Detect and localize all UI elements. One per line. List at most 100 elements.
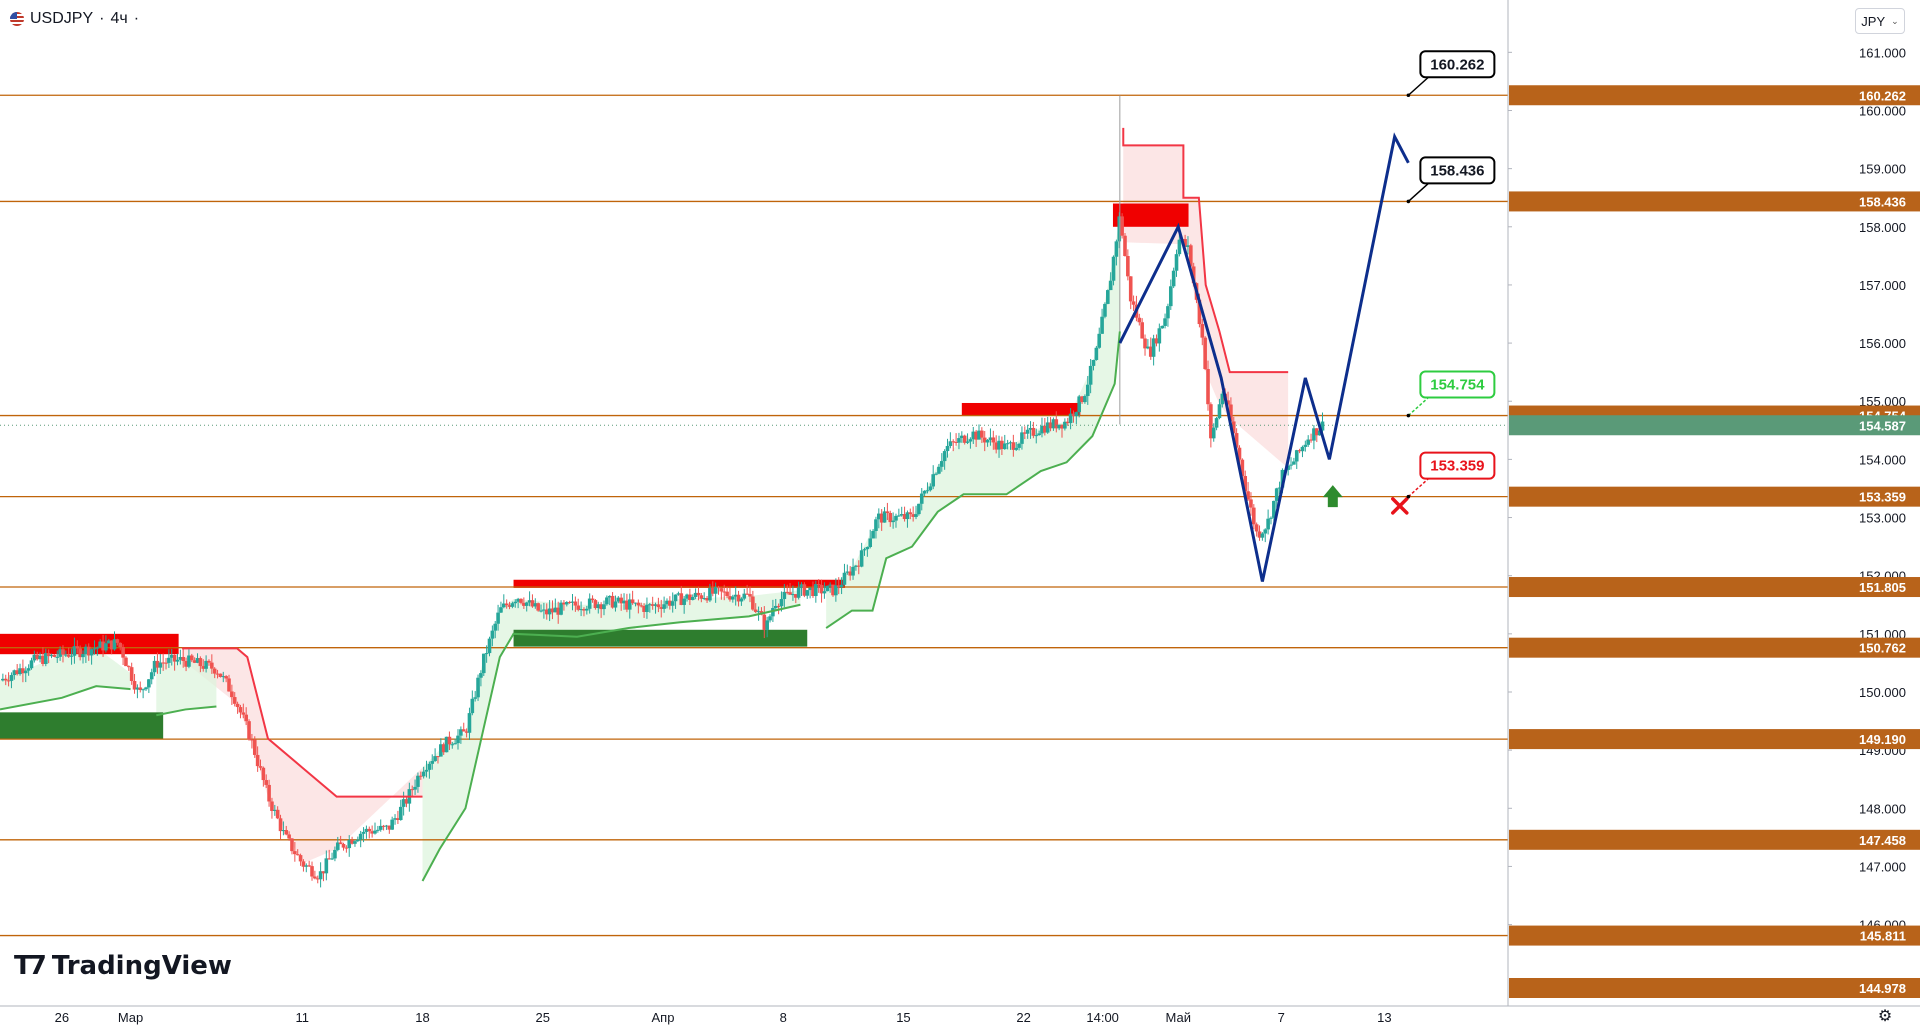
- candle-body: [1269, 517, 1273, 519]
- resistance-zone: [0, 633, 179, 655]
- candle-body: [911, 514, 915, 517]
- candle-body: [459, 729, 463, 736]
- candle-body: [502, 603, 506, 608]
- time-tick-label: Мар: [118, 1010, 143, 1025]
- candle-body: [390, 819, 394, 830]
- candle-body: [101, 641, 105, 651]
- callout-anchor-dot: [1406, 199, 1411, 204]
- bullish-fill-layer: [0, 215, 1120, 881]
- candle-body: [856, 565, 861, 567]
- candle-body: [587, 598, 592, 609]
- candle-body: [1309, 439, 1313, 441]
- candle-body: [124, 657, 128, 667]
- candle-body: [1074, 412, 1079, 417]
- candle-body: [971, 431, 976, 440]
- candle-body: [344, 847, 349, 849]
- candle-body: [894, 515, 898, 521]
- candle-body: [6, 680, 11, 682]
- candle-body: [26, 668, 31, 671]
- supertrend-up-line: [156, 705, 217, 717]
- candle-body: [258, 766, 263, 768]
- candle-body: [570, 601, 575, 603]
- candle-body: [776, 605, 781, 607]
- candle-body: [579, 609, 583, 611]
- settings-gear-icon[interactable]: ⚙: [1877, 1008, 1893, 1025]
- candle-body: [908, 512, 913, 515]
- time-tick-label: Май: [1165, 1010, 1190, 1025]
- candle-body: [899, 514, 904, 516]
- time-tick-label: 22: [1016, 1010, 1030, 1025]
- candle-body: [1, 678, 5, 681]
- candle-body: [1166, 306, 1170, 319]
- candle-body: [23, 670, 28, 674]
- callout-label: 160.262: [1430, 56, 1484, 73]
- candle-body: [158, 662, 163, 668]
- candle-body: [172, 654, 177, 662]
- candle-body: [1111, 256, 1116, 281]
- candle-body: [536, 603, 540, 611]
- candle-body: [994, 442, 998, 450]
- candle-body: [278, 818, 283, 832]
- candle-body: [690, 596, 695, 600]
- candle-body: [350, 840, 354, 844]
- bullish-fill-area: [156, 660, 217, 716]
- price-tick-label: 157.000: [1859, 278, 1906, 293]
- candle-body: [596, 604, 601, 609]
- candle-body: [341, 843, 346, 848]
- candle-body: [138, 687, 143, 690]
- candle-body: [441, 744, 446, 753]
- candle-body: [18, 668, 22, 675]
- candle-body: [298, 855, 303, 862]
- candle-body: [195, 658, 200, 663]
- candle-body: [1240, 459, 1245, 477]
- candle-body: [410, 789, 415, 791]
- callout-box: [1419, 370, 1496, 399]
- candle-body: [484, 653, 489, 655]
- candle-body: [361, 831, 366, 834]
- candle-body: [161, 662, 165, 664]
- candle-body: [95, 647, 100, 649]
- candle-body: [1103, 303, 1107, 317]
- candle-body: [198, 658, 203, 667]
- symbol-header[interactable]: USDJPY · 4ч ·: [10, 9, 139, 29]
- tradingview-logo[interactable]: T7 TradingView: [14, 951, 232, 981]
- callout-anchor-dot: [1406, 494, 1411, 499]
- candle-body: [874, 519, 878, 532]
- candle-body: [982, 437, 987, 443]
- candle-body: [974, 431, 978, 440]
- candle-body: [719, 588, 724, 592]
- candle-body: [1292, 461, 1296, 465]
- candle-body: [831, 584, 835, 596]
- candle-body: [931, 474, 935, 487]
- candle-body: [522, 602, 526, 606]
- candle-body: [928, 486, 933, 491]
- candle-body: [1297, 450, 1302, 452]
- callout-label: 158.436: [1430, 162, 1484, 179]
- candle-body: [335, 842, 340, 850]
- candle-body: [1197, 299, 1202, 325]
- candle-body: [556, 607, 561, 615]
- candle-body: [905, 512, 910, 520]
- candle-body: [215, 673, 220, 675]
- candle-body: [524, 602, 529, 606]
- candle-body: [118, 642, 123, 648]
- candle-body: [267, 784, 271, 802]
- candle-body: [1229, 404, 1233, 422]
- candle-body: [673, 594, 678, 602]
- candle-body: [436, 756, 440, 758]
- candle-body: [922, 490, 927, 494]
- resistance-zone: [1112, 203, 1189, 227]
- price-tick-label: 150.000: [1859, 685, 1906, 700]
- currency-selector[interactable]: JPY ⌄: [1855, 8, 1905, 34]
- candle-body: [204, 660, 208, 669]
- candle-body: [12, 670, 17, 676]
- candle-body: [1300, 446, 1305, 452]
- price-level-tag: [1509, 85, 1920, 106]
- candle-body: [1117, 216, 1122, 242]
- candle-body: [38, 655, 42, 660]
- candle-body: [1206, 369, 1210, 405]
- supertrend-up-line: [0, 685, 131, 711]
- candle-body: [791, 594, 795, 596]
- candle-body: [324, 858, 329, 874]
